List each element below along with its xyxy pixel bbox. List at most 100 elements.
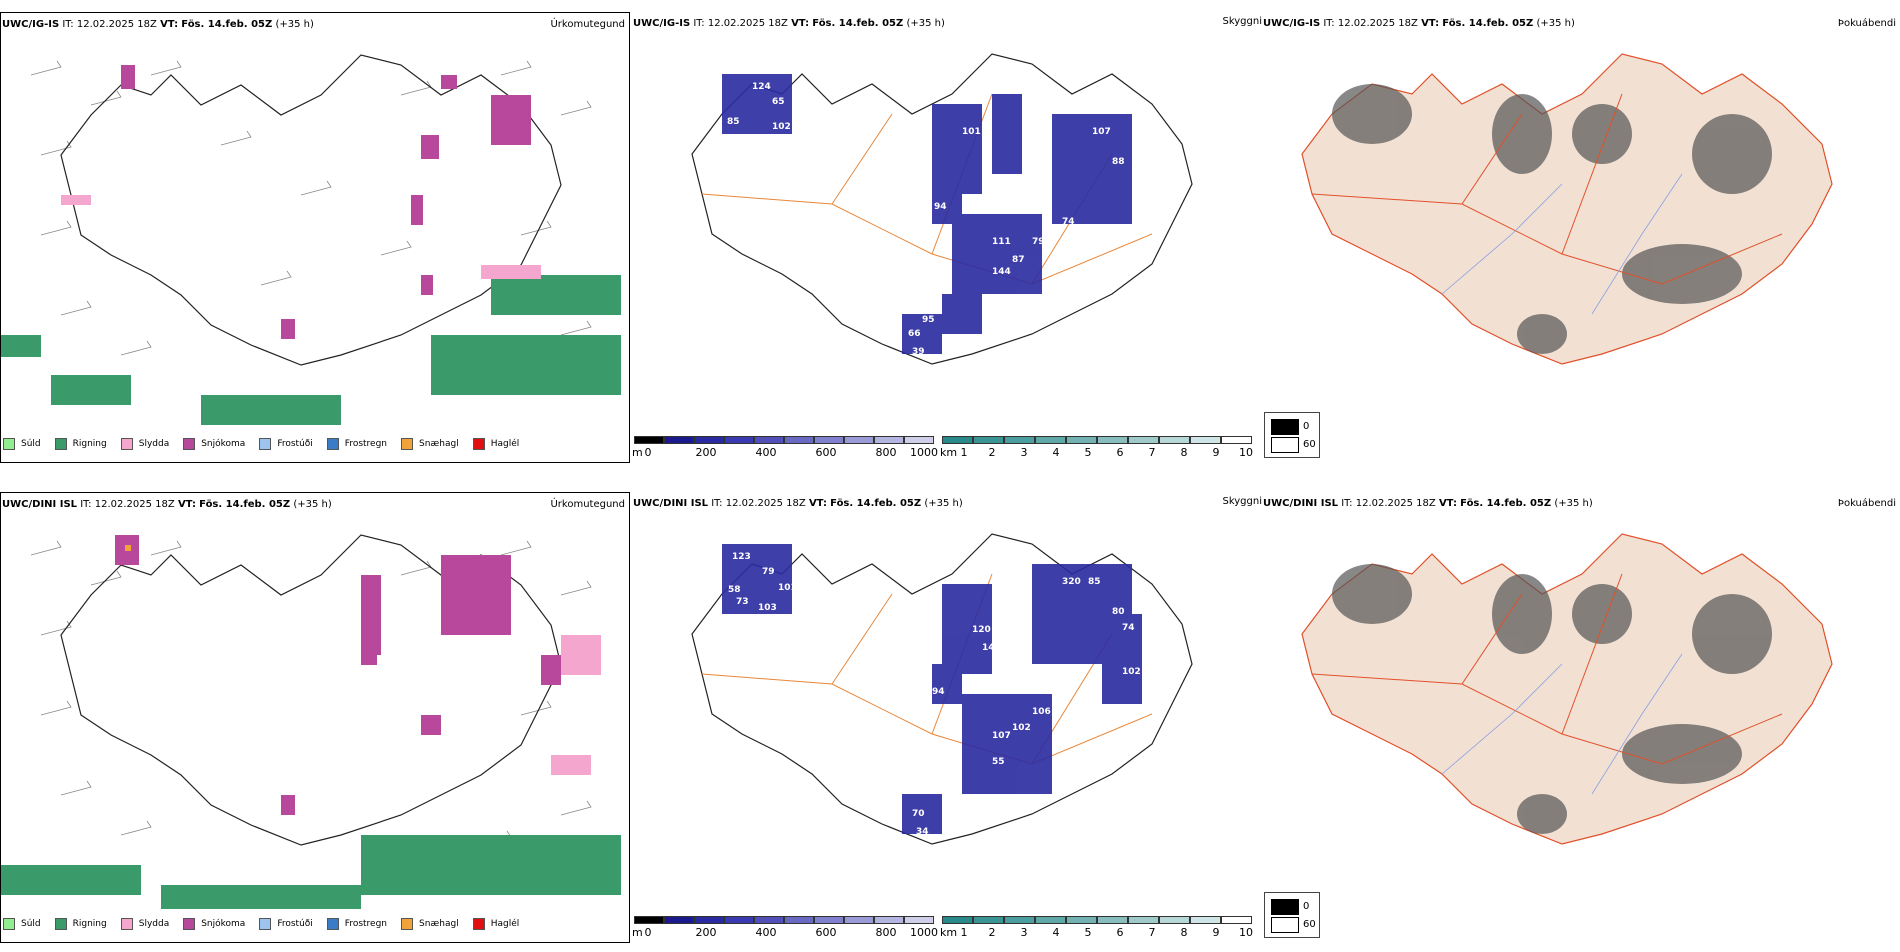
fog-shading xyxy=(1332,84,1772,354)
colorbar-unit: m xyxy=(632,446,643,459)
colorbar-unit: km xyxy=(940,446,958,459)
colorbar-tick: 200 xyxy=(695,446,717,459)
valid-time-label: VT: xyxy=(160,19,179,30)
colorbar-tick: 400 xyxy=(755,446,777,459)
colorbar-tick: 200 xyxy=(695,926,717,939)
svg-text:107: 107 xyxy=(1092,127,1111,137)
model-name: UWC/DINI ISL xyxy=(1263,498,1339,509)
valid-time-label: VT: xyxy=(1438,498,1457,509)
precip-legend: Súld Rigning Slydda Snjókoma Frostúði Fr… xyxy=(3,918,531,930)
precip-panel-title: Úrkomutegund xyxy=(550,19,625,30)
colorbar-tick: 6 xyxy=(1116,926,1124,939)
legend-item: Haglél xyxy=(472,438,519,450)
lead-time: (+35 h) xyxy=(906,18,945,29)
cloud-panel-title: Skyggni xyxy=(1222,16,1262,27)
svg-text:70: 70 xyxy=(912,809,925,819)
colorbar-unit: m xyxy=(632,926,643,939)
valid-time: Fös. 14.feb. 05Z xyxy=(812,18,904,29)
colorbar-tick: 9 xyxy=(1212,926,1220,939)
snow-areas xyxy=(121,65,531,339)
colorbar-tick: 1000 xyxy=(910,926,938,939)
colorbar-tick: 0 xyxy=(644,446,652,459)
panel-header: UWC/IG-IS IT: 12.02.2025 18Z VT: Fös. 14… xyxy=(633,18,945,29)
colorbar-tick: 4 xyxy=(1052,926,1060,939)
svg-text:88: 88 xyxy=(1112,157,1125,167)
colorbar-tick: 2 xyxy=(988,446,996,459)
svg-text:70: 70 xyxy=(1052,701,1065,711)
colorbar-tick: 0 xyxy=(644,926,652,939)
svg-text:94: 94 xyxy=(932,687,945,697)
colorbar-unit: km xyxy=(940,926,958,939)
svg-text:111: 111 xyxy=(992,237,1011,247)
valid-time: Fös. 14.feb. 05Z xyxy=(181,19,273,30)
svg-text:118: 118 xyxy=(972,677,991,687)
lead-time: (+35 h) xyxy=(1536,18,1575,29)
colorbar-tick: 5 xyxy=(1084,926,1092,939)
svg-text:39: 39 xyxy=(912,347,925,357)
panel-header: UWC/DINI ISL IT: 12.02.2025 18Z VT: Fös.… xyxy=(1263,498,1593,509)
precip-map xyxy=(1,54,621,425)
colorbar-tick: 1 xyxy=(960,926,968,939)
init-time: IT: 12.02.2025 18Z xyxy=(1341,498,1436,509)
svg-text:85: 85 xyxy=(727,117,740,127)
colorbar-tick: 9 xyxy=(1212,446,1220,459)
svg-text:107: 107 xyxy=(992,731,1011,741)
svg-text:85: 85 xyxy=(1088,577,1101,587)
panel-header: UWC/DINI ISL IT: 12.02.2025 18Z VT: Fös.… xyxy=(2,499,332,510)
svg-text:103: 103 xyxy=(758,603,777,613)
svg-text:66: 66 xyxy=(908,329,921,339)
legend-item: Frostregn xyxy=(326,918,387,930)
legend-item: Frostúði xyxy=(259,438,313,450)
lead-time: (+35 h) xyxy=(924,498,963,509)
legend-item: Snæhagl xyxy=(401,918,459,930)
fog-legend: 0 60 xyxy=(1264,412,1320,458)
lead-time: (+35 h) xyxy=(1554,498,1593,509)
rain-areas xyxy=(1,835,621,909)
svg-text:58: 58 xyxy=(728,585,741,595)
svg-text:120: 120 xyxy=(972,625,991,635)
svg-text:141: 141 xyxy=(982,643,1001,653)
cloud-areas xyxy=(722,74,1132,354)
iceland-outline xyxy=(691,53,1193,365)
colorbar-tick: 1000 xyxy=(910,446,938,459)
valid-time: Fös. 14.feb. 05Z xyxy=(199,499,291,510)
colorbar-tick: 1 xyxy=(960,446,968,459)
colorbar-tick: 8 xyxy=(1180,926,1188,939)
colorbar-tick: 400 xyxy=(755,926,777,939)
svg-text:79: 79 xyxy=(762,567,775,577)
model-name: UWC/DINI ISL xyxy=(633,498,709,509)
model-name: UWC/DINI ISL xyxy=(2,499,78,510)
fog-panel: UWC/IG-IS IT: 12.02.2025 18Z VT: Fös. 14… xyxy=(1262,12,1898,472)
legend-item: Rigning xyxy=(54,438,107,450)
valid-time-label: VT: xyxy=(791,18,810,29)
fog-map xyxy=(1301,53,1833,365)
colorbar-tick: 3 xyxy=(1020,446,1028,459)
legend-item: Frostúði xyxy=(259,918,313,930)
svg-text:106: 106 xyxy=(1032,707,1051,717)
forecast-row-1: UWC/IG-IS IT: 12.02.2025 18Z VT: Fös. 14… xyxy=(0,12,1900,472)
forecast-row-2: UWC/DINI ISL IT: 12.02.2025 18Z VT: Fös.… xyxy=(0,492,1900,952)
colorbar-tick: 6 xyxy=(1116,446,1124,459)
fog-map xyxy=(1301,533,1833,845)
svg-text:73: 73 xyxy=(736,597,749,607)
svg-text:95: 95 xyxy=(922,315,935,325)
legend-item: Súld xyxy=(3,438,41,450)
valid-time-label: VT: xyxy=(808,498,827,509)
panel-header: UWC/IG-IS IT: 12.02.2025 18Z VT: Fös. 14… xyxy=(2,19,314,30)
cloud-panel: UWC/DINI ISL IT: 12.02.2025 18Z VT: Fös.… xyxy=(632,492,1320,952)
precip-panel-title: Úrkomutegund xyxy=(550,499,625,510)
colorbar-tick: 600 xyxy=(815,446,837,459)
valid-time: Fös. 14.feb. 05Z xyxy=(830,498,922,509)
fog-panel-title: Þokuábendi xyxy=(1837,498,1896,509)
lead-time: (+35 h) xyxy=(275,19,314,30)
model-name: UWC/IG-IS xyxy=(633,18,691,29)
colorbar-tick: 2 xyxy=(988,926,996,939)
fog-legend: 0 60 xyxy=(1264,892,1320,938)
panel-header: UWC/DINI ISL IT: 12.02.2025 18Z VT: Fös.… xyxy=(633,498,963,509)
valid-time: Fös. 14.feb. 05Z xyxy=(1442,18,1534,29)
cloud-areas xyxy=(722,544,1142,834)
svg-text:55: 55 xyxy=(992,757,1005,767)
colorbar-tick: 4 xyxy=(1052,446,1060,459)
svg-text:101: 101 xyxy=(778,583,797,593)
